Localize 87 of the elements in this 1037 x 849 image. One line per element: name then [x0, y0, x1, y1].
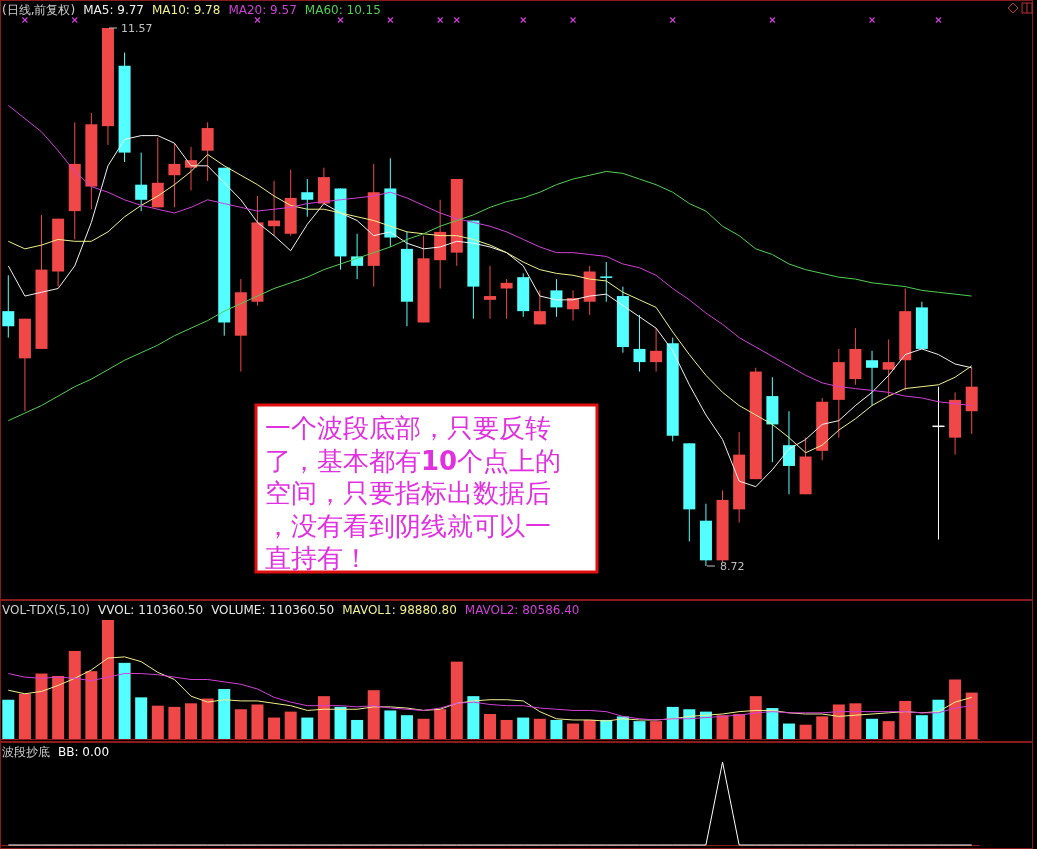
bar [301, 717, 314, 739]
text: MA10: 9.78 [151, 3, 221, 17]
bar [533, 718, 546, 739]
bar [234, 709, 247, 739]
candlestick [201, 121, 214, 182]
bar [782, 723, 795, 739]
bar [384, 710, 397, 739]
bar [2, 699, 15, 739]
bar [467, 696, 480, 739]
bar [666, 706, 679, 739]
bar [351, 719, 364, 739]
text: MA5: 9.77 [83, 3, 144, 17]
bar [733, 714, 746, 739]
bar [85, 671, 98, 739]
bar [400, 715, 413, 739]
candlestick [533, 289, 546, 325]
bar [434, 709, 447, 739]
bar [949, 679, 962, 739]
bar [201, 698, 214, 739]
chart-title: VOL-TDX(5,10) [2, 603, 91, 617]
candlestick [500, 278, 513, 320]
bar [218, 689, 231, 739]
bar [500, 719, 513, 739]
bar [816, 716, 829, 739]
candlestick [650, 327, 663, 373]
bar [899, 700, 912, 739]
bar [417, 718, 430, 739]
bar [484, 714, 496, 739]
text: VOLUME: 110360.50 [211, 603, 335, 617]
bar [101, 620, 114, 739]
text: VVOL: 110360.50 [98, 603, 204, 617]
text: MA20: 9.57 [228, 3, 297, 17]
bar [268, 717, 281, 739]
candlestick [600, 261, 613, 303]
candlestick [301, 178, 314, 218]
bar [18, 693, 31, 739]
bar [567, 723, 580, 739]
bar [683, 709, 696, 739]
bar [633, 721, 646, 739]
text: MAVOL2: 80586.40 [464, 603, 580, 617]
annotation: 8.72 [719, 559, 745, 573]
bar [517, 717, 530, 739]
candlestick [633, 314, 646, 373]
chart-title: (日线,前复权) [2, 3, 76, 17]
bar [35, 673, 48, 739]
annotation: 11.57 [120, 21, 153, 35]
candlestick [782, 410, 795, 495]
bar [68, 650, 81, 739]
candlestick [550, 278, 563, 318]
candlestick [866, 350, 879, 407]
bar [915, 715, 928, 739]
bar [965, 692, 978, 739]
text: BB: 0.00 [58, 745, 110, 759]
candlestick [2, 274, 15, 339]
bar [317, 696, 330, 739]
bar [749, 696, 762, 739]
bar [151, 705, 164, 739]
bar [52, 675, 65, 739]
bar [251, 704, 264, 739]
bar [600, 719, 613, 739]
bar [118, 662, 131, 739]
text: MA60: 10.15 [304, 3, 381, 17]
chart-title: 波段抄底 [2, 745, 50, 759]
candlestick [484, 265, 496, 320]
bar [932, 699, 945, 739]
bar [766, 708, 779, 739]
bar [849, 703, 862, 739]
bar [450, 661, 463, 739]
candlestick [882, 338, 895, 397]
candlestick [168, 142, 181, 208]
bar [135, 697, 148, 739]
bar [832, 704, 845, 739]
candlestick [135, 152, 148, 212]
bar [168, 706, 181, 739]
text: MAVOL1: 98880.80 [342, 603, 457, 617]
bar [799, 724, 812, 739]
bar [367, 690, 380, 739]
bar [650, 721, 663, 739]
bar [185, 703, 198, 739]
bar [550, 719, 563, 739]
annotation: 一个波段底部，只要反转了，基本都有10个点上的空间，只要指标出数据后，没有看到阴线就可以一直持有！ [265, 413, 562, 573]
bar [284, 711, 297, 739]
bar [716, 715, 729, 739]
bar [866, 718, 879, 739]
bar [882, 721, 895, 739]
bar [583, 719, 596, 739]
bar [334, 706, 347, 739]
